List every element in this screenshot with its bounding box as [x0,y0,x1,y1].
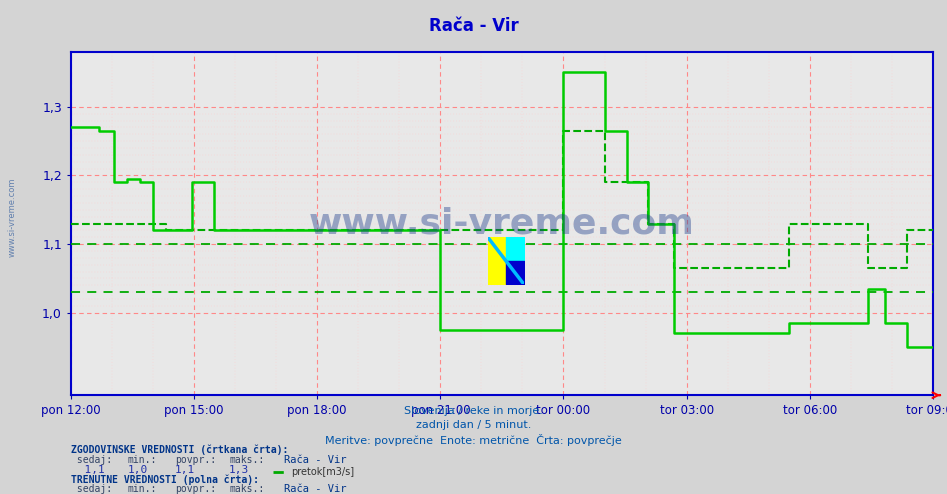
Text: sedaj:: sedaj: [71,484,112,494]
Text: zadnji dan / 5 minut.: zadnji dan / 5 minut. [416,420,531,430]
Text: pretok[m3/s]: pretok[m3/s] [291,467,354,477]
Text: 1,3: 1,3 [229,465,249,475]
Text: sedaj:: sedaj: [71,455,112,465]
Text: min.:: min.: [128,455,157,465]
Text: maks.:: maks.: [229,484,264,494]
Text: povpr.:: povpr.: [175,455,216,465]
Text: 1,0: 1,0 [128,465,148,475]
Text: TRENUTNE VREDNOSTI (polna črta):: TRENUTNE VREDNOSTI (polna črta): [71,474,259,485]
Text: Slovenija / reke in morje.: Slovenija / reke in morje. [404,406,543,416]
Text: www.si-vreme.com: www.si-vreme.com [8,178,17,257]
Text: ZGODOVINSKE VREDNOSTI (črtkana črta):: ZGODOVINSKE VREDNOSTI (črtkana črta): [71,445,289,455]
Text: Rača - Vir: Rača - Vir [429,17,518,35]
Text: min.:: min.: [128,484,157,494]
Text: 1,1: 1,1 [71,465,105,475]
Text: Meritve: povprečne  Enote: metrične  Črta: povprečje: Meritve: povprečne Enote: metrične Črta:… [325,434,622,446]
Text: Rača - Vir: Rača - Vir [284,455,347,465]
Text: maks.:: maks.: [229,455,264,465]
Text: povpr.:: povpr.: [175,484,216,494]
Text: 1,1: 1,1 [175,465,195,475]
Text: Rača - Vir: Rača - Vir [284,484,347,494]
Text: www.si-vreme.com: www.si-vreme.com [309,206,695,241]
